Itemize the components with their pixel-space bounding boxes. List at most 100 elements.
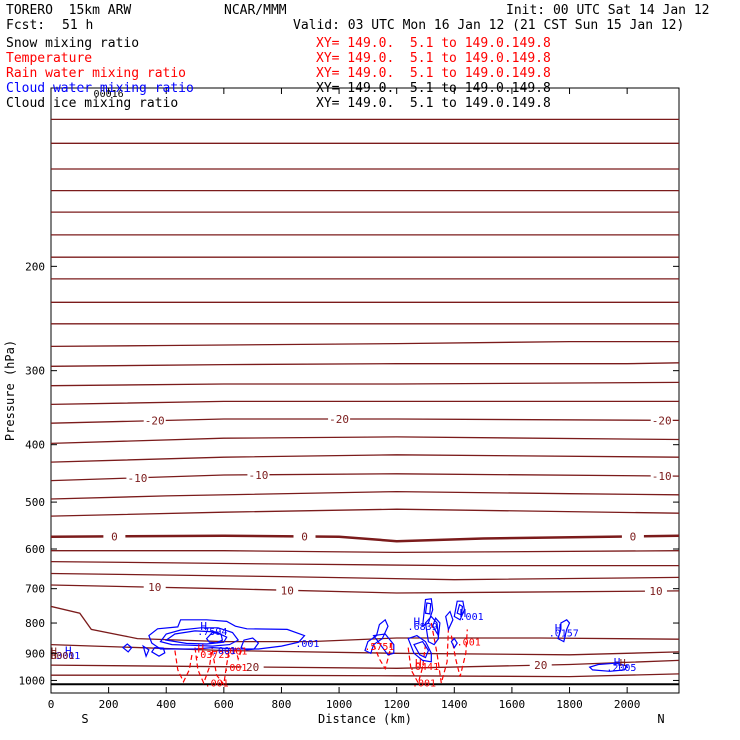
rain-max-marker: H: [197, 642, 204, 655]
cloud-contour: [588, 662, 629, 672]
x-axis-label: Distance (km): [318, 712, 412, 726]
x-tick-label: 1400: [441, 698, 468, 711]
rain-label: .0441: [409, 662, 439, 673]
cloud-label: .0157: [549, 629, 579, 640]
cloud-contour-layer: [122, 598, 629, 672]
y-tick-label: 800: [25, 617, 45, 630]
field-name-cloud-water: Cloud water mixing ratio: [6, 81, 194, 96]
y-tick-label: 300: [25, 365, 45, 378]
isotherm-label: -10: [248, 469, 268, 482]
isotherm-label-bg: [529, 659, 552, 672]
isotherm-label-bg: [293, 530, 316, 543]
isotherm-label-bg: [143, 414, 166, 427]
cloud-max-marker: H: [614, 656, 621, 669]
cloud-contour: [424, 602, 432, 615]
isotherm-line: [51, 605, 679, 643]
field-name-cloud-ice: Cloud ice mixing ratio: [6, 96, 179, 111]
isotherm-label-bg: [276, 584, 299, 597]
rain-contour: [194, 647, 213, 685]
isotherm-label-bg: [644, 585, 667, 598]
isotherm-label-bg: [247, 468, 270, 481]
isotherm-label-bg: [143, 581, 166, 594]
x-end-right: N: [657, 712, 664, 726]
cloud-label: .6839: [408, 622, 438, 633]
isotherm-label-bg: [126, 471, 149, 484]
y-tick-label: 700: [25, 583, 45, 596]
cloud-contour: [456, 603, 464, 616]
misc-label: H: [51, 646, 57, 657]
x-tick-label: 1200: [383, 698, 410, 711]
isotherm-label: 0: [301, 530, 308, 543]
field-xy-snow: XY= 149.0. 5.1 to 149.0.149.8: [316, 36, 551, 51]
isotherm-label: 10: [649, 585, 662, 598]
x-tick-label: 2000: [614, 698, 641, 711]
cloud-contour: [148, 619, 306, 650]
isotherm-line: [51, 584, 679, 594]
isotherm-line: [51, 508, 679, 517]
rain-label: .5751: [364, 642, 394, 653]
rain-label: .001: [457, 638, 481, 649]
isotherm-label: 20: [246, 661, 259, 674]
cloud-contour: [445, 610, 454, 632]
field-name-rain: Rain water mixing ratio: [6, 66, 187, 81]
isotherm-label-bg: [650, 414, 673, 427]
center-name: NCAR/MMM: [224, 3, 287, 18]
isotherm-line: [51, 659, 679, 669]
isotherm-line: [51, 418, 679, 424]
cloud-contour: [453, 600, 466, 621]
rain-contour: [373, 641, 392, 671]
y-tick-label: 200: [25, 260, 45, 273]
isotherm-label-bg: [103, 530, 126, 543]
cloud-max-marker: H: [555, 622, 562, 635]
isotherm-line: [51, 673, 679, 678]
cloud-contour: [142, 644, 150, 658]
rain-label: .001: [412, 678, 436, 689]
isotherm-line: [51, 572, 679, 581]
cloud-contour: [413, 640, 430, 659]
misc-label: 3001: [50, 651, 74, 662]
isotherm-label-bg: [650, 469, 673, 482]
field-xy-cloud-water: XY= 149.0. 5.1 to 149.0.149.8: [316, 81, 551, 96]
misc-label: 00016: [94, 89, 124, 100]
isotherm-line: [51, 400, 679, 406]
cloud-contour: [450, 637, 458, 649]
axis-layer: 0 200 400 600 800 1000 1200 1400 1600 1800 2000200…: [3, 87, 679, 726]
isotherm-line: [51, 534, 679, 543]
cloud-contour: [372, 633, 395, 656]
field-xy-temperature: XY= 149.0. 5.1 to 149.0.149.8: [316, 51, 551, 66]
x-tick-label: 1000: [326, 698, 353, 711]
isotherm-label: 10: [148, 581, 161, 594]
isotherm-line: [51, 550, 679, 554]
y-axis-label: Pressure (hPa): [3, 340, 17, 441]
forecast-label: Fcst:: [6, 18, 46, 33]
x-tick-label: 800: [272, 698, 292, 711]
cloud-max-marker: H: [414, 615, 421, 628]
rain-label: .03723: [194, 650, 230, 661]
field-xy-rain: XY= 149.0. 5.1 to 149.0.149.8: [316, 66, 551, 81]
x-tick-label: 1800: [556, 698, 583, 711]
isotherm-layer: [51, 118, 679, 686]
x-tick-label: 600: [214, 698, 234, 711]
cloud-contour: [205, 631, 224, 644]
cloud-contour: [150, 646, 166, 657]
x-tick-label: 200: [99, 698, 119, 711]
cloud-label: .2005: [606, 663, 636, 674]
isotherm-line: [51, 490, 679, 500]
y-tick-label: 600: [25, 543, 45, 556]
rain-contour: [450, 629, 468, 677]
y-tick-label: 500: [25, 496, 45, 509]
cloud-max-marker: H: [460, 607, 467, 620]
cloud-label: 3001: [56, 651, 80, 662]
isotherm-label: 0: [111, 530, 118, 543]
cloud-contour: [407, 634, 432, 663]
isotherm-label: -10: [127, 472, 147, 485]
cloud-label: .001: [295, 639, 319, 650]
cloud-label: .7594: [197, 627, 227, 638]
isotherm-label: -20: [329, 413, 349, 426]
isotherm-label: -20: [145, 415, 165, 428]
plot-border: [50, 87, 680, 694]
isotherm-line: [51, 340, 679, 348]
cloud-contour: [432, 617, 441, 638]
field-name-temperature: Temperature: [6, 51, 93, 66]
